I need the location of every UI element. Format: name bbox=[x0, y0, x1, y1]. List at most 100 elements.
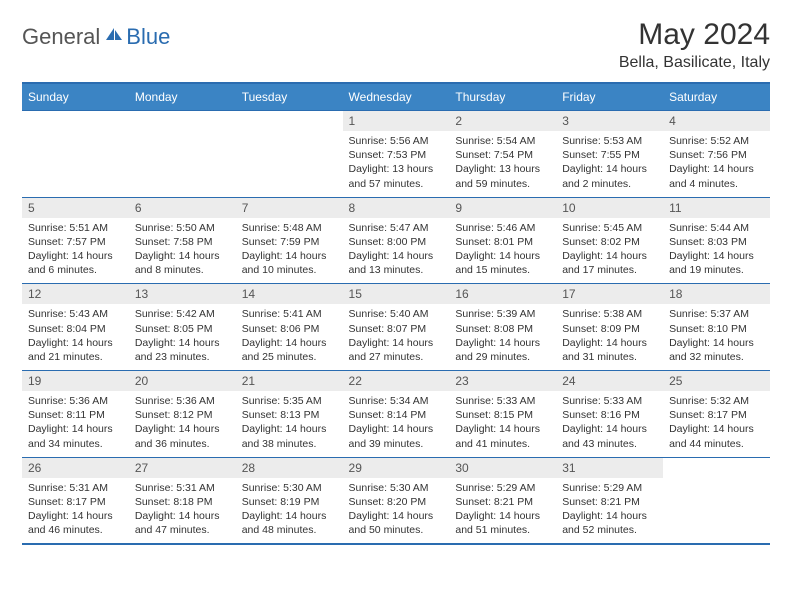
day-number-cell: 6 bbox=[129, 197, 236, 218]
sunset-text: Sunset: 7:57 PM bbox=[28, 235, 123, 249]
day-number-row: 1234 bbox=[22, 111, 770, 132]
title-block: May 2024 Bella, Basilicate, Italy bbox=[619, 18, 770, 72]
sunrise-text: Sunrise: 5:50 AM bbox=[135, 221, 230, 235]
sunset-text: Sunset: 8:09 PM bbox=[562, 322, 657, 336]
sunset-text: Sunset: 8:21 PM bbox=[562, 495, 657, 509]
calendar-page: General Blue May 2024 Bella, Basilicate,… bbox=[0, 0, 792, 563]
day-number-cell: 30 bbox=[449, 457, 556, 478]
weekday-header-row: Sunday Monday Tuesday Wednesday Thursday… bbox=[22, 83, 770, 111]
sunset-text: Sunset: 7:53 PM bbox=[349, 148, 444, 162]
day-info-cell: Sunrise: 5:41 AMSunset: 8:06 PMDaylight:… bbox=[236, 304, 343, 370]
sunset-text: Sunset: 8:21 PM bbox=[455, 495, 550, 509]
day-info-cell: Sunrise: 5:40 AMSunset: 8:07 PMDaylight:… bbox=[343, 304, 450, 370]
day-info-cell bbox=[663, 478, 770, 545]
sunset-text: Sunset: 7:59 PM bbox=[242, 235, 337, 249]
sunset-text: Sunset: 8:12 PM bbox=[135, 408, 230, 422]
day-info-cell: Sunrise: 5:30 AMSunset: 8:19 PMDaylight:… bbox=[236, 478, 343, 545]
daylight-text: Daylight: 14 hours and 13 minutes. bbox=[349, 249, 444, 277]
daylight-text: Daylight: 14 hours and 38 minutes. bbox=[242, 422, 337, 450]
sunset-text: Sunset: 8:14 PM bbox=[349, 408, 444, 422]
logo-text-general: General bbox=[22, 24, 100, 50]
day-info-cell: Sunrise: 5:52 AMSunset: 7:56 PMDaylight:… bbox=[663, 131, 770, 197]
daylight-text: Daylight: 14 hours and 6 minutes. bbox=[28, 249, 123, 277]
day-info-cell: Sunrise: 5:46 AMSunset: 8:01 PMDaylight:… bbox=[449, 218, 556, 284]
calendar-table: Sunday Monday Tuesday Wednesday Thursday… bbox=[22, 82, 770, 545]
day-number-cell: 1 bbox=[343, 111, 450, 132]
day-info-cell: Sunrise: 5:39 AMSunset: 8:08 PMDaylight:… bbox=[449, 304, 556, 370]
logo-text-blue: Blue bbox=[126, 24, 170, 50]
day-number-cell: 7 bbox=[236, 197, 343, 218]
sunset-text: Sunset: 8:00 PM bbox=[349, 235, 444, 249]
sunset-text: Sunset: 8:03 PM bbox=[669, 235, 764, 249]
daylight-text: Daylight: 14 hours and 21 minutes. bbox=[28, 336, 123, 364]
day-info-cell: Sunrise: 5:37 AMSunset: 8:10 PMDaylight:… bbox=[663, 304, 770, 370]
sunrise-text: Sunrise: 5:38 AM bbox=[562, 307, 657, 321]
day-number-cell: 31 bbox=[556, 457, 663, 478]
day-number-cell: 9 bbox=[449, 197, 556, 218]
daylight-text: Daylight: 14 hours and 25 minutes. bbox=[242, 336, 337, 364]
day-number-cell bbox=[22, 111, 129, 132]
sunrise-text: Sunrise: 5:44 AM bbox=[669, 221, 764, 235]
sunset-text: Sunset: 8:19 PM bbox=[242, 495, 337, 509]
day-number-cell: 14 bbox=[236, 284, 343, 305]
sunrise-text: Sunrise: 5:32 AM bbox=[669, 394, 764, 408]
day-number-cell: 27 bbox=[129, 457, 236, 478]
day-number-cell: 23 bbox=[449, 371, 556, 392]
sunset-text: Sunset: 8:06 PM bbox=[242, 322, 337, 336]
sunrise-text: Sunrise: 5:30 AM bbox=[349, 481, 444, 495]
sunset-text: Sunset: 8:20 PM bbox=[349, 495, 444, 509]
day-number-cell: 24 bbox=[556, 371, 663, 392]
sunrise-text: Sunrise: 5:56 AM bbox=[349, 134, 444, 148]
sunset-text: Sunset: 7:54 PM bbox=[455, 148, 550, 162]
sunrise-text: Sunrise: 5:43 AM bbox=[28, 307, 123, 321]
sunset-text: Sunset: 8:04 PM bbox=[28, 322, 123, 336]
sunset-text: Sunset: 7:55 PM bbox=[562, 148, 657, 162]
day-info-cell bbox=[22, 131, 129, 197]
day-number-cell: 13 bbox=[129, 284, 236, 305]
day-info-cell: Sunrise: 5:47 AMSunset: 8:00 PMDaylight:… bbox=[343, 218, 450, 284]
day-number-cell: 3 bbox=[556, 111, 663, 132]
daylight-text: Daylight: 14 hours and 52 minutes. bbox=[562, 509, 657, 537]
daylight-text: Daylight: 14 hours and 4 minutes. bbox=[669, 162, 764, 190]
sunrise-text: Sunrise: 5:37 AM bbox=[669, 307, 764, 321]
day-info-cell bbox=[129, 131, 236, 197]
daylight-text: Daylight: 14 hours and 44 minutes. bbox=[669, 422, 764, 450]
logo-sail-icon bbox=[104, 26, 124, 42]
sunrise-text: Sunrise: 5:39 AM bbox=[455, 307, 550, 321]
sunset-text: Sunset: 8:10 PM bbox=[669, 322, 764, 336]
day-number-cell: 12 bbox=[22, 284, 129, 305]
sunset-text: Sunset: 8:02 PM bbox=[562, 235, 657, 249]
daylight-text: Daylight: 14 hours and 50 minutes. bbox=[349, 509, 444, 537]
day-number-cell: 16 bbox=[449, 284, 556, 305]
daylight-text: Daylight: 14 hours and 47 minutes. bbox=[135, 509, 230, 537]
daylight-text: Daylight: 14 hours and 46 minutes. bbox=[28, 509, 123, 537]
sunrise-text: Sunrise: 5:35 AM bbox=[242, 394, 337, 408]
day-info-cell: Sunrise: 5:29 AMSunset: 8:21 PMDaylight:… bbox=[449, 478, 556, 545]
day-info-cell: Sunrise: 5:45 AMSunset: 8:02 PMDaylight:… bbox=[556, 218, 663, 284]
daylight-text: Daylight: 14 hours and 41 minutes. bbox=[455, 422, 550, 450]
weekday-header: Sunday bbox=[22, 83, 129, 111]
day-info-cell: Sunrise: 5:51 AMSunset: 7:57 PMDaylight:… bbox=[22, 218, 129, 284]
day-info-cell: Sunrise: 5:36 AMSunset: 8:11 PMDaylight:… bbox=[22, 391, 129, 457]
brand-logo: General Blue bbox=[22, 24, 170, 50]
day-number-cell: 5 bbox=[22, 197, 129, 218]
day-info-cell: Sunrise: 5:36 AMSunset: 8:12 PMDaylight:… bbox=[129, 391, 236, 457]
sunrise-text: Sunrise: 5:48 AM bbox=[242, 221, 337, 235]
day-number-cell: 20 bbox=[129, 371, 236, 392]
day-info-cell: Sunrise: 5:35 AMSunset: 8:13 PMDaylight:… bbox=[236, 391, 343, 457]
daylight-text: Daylight: 14 hours and 17 minutes. bbox=[562, 249, 657, 277]
daylight-text: Daylight: 14 hours and 31 minutes. bbox=[562, 336, 657, 364]
day-number-cell: 29 bbox=[343, 457, 450, 478]
day-info-cell: Sunrise: 5:29 AMSunset: 8:21 PMDaylight:… bbox=[556, 478, 663, 545]
weekday-header: Tuesday bbox=[236, 83, 343, 111]
sunrise-text: Sunrise: 5:42 AM bbox=[135, 307, 230, 321]
sunrise-text: Sunrise: 5:30 AM bbox=[242, 481, 337, 495]
daylight-text: Daylight: 14 hours and 51 minutes. bbox=[455, 509, 550, 537]
day-info-row: Sunrise: 5:36 AMSunset: 8:11 PMDaylight:… bbox=[22, 391, 770, 457]
day-info-cell: Sunrise: 5:32 AMSunset: 8:17 PMDaylight:… bbox=[663, 391, 770, 457]
day-number-cell: 21 bbox=[236, 371, 343, 392]
day-number-cell bbox=[663, 457, 770, 478]
sunrise-text: Sunrise: 5:40 AM bbox=[349, 307, 444, 321]
daylight-text: Daylight: 14 hours and 36 minutes. bbox=[135, 422, 230, 450]
day-info-row: Sunrise: 5:51 AMSunset: 7:57 PMDaylight:… bbox=[22, 218, 770, 284]
